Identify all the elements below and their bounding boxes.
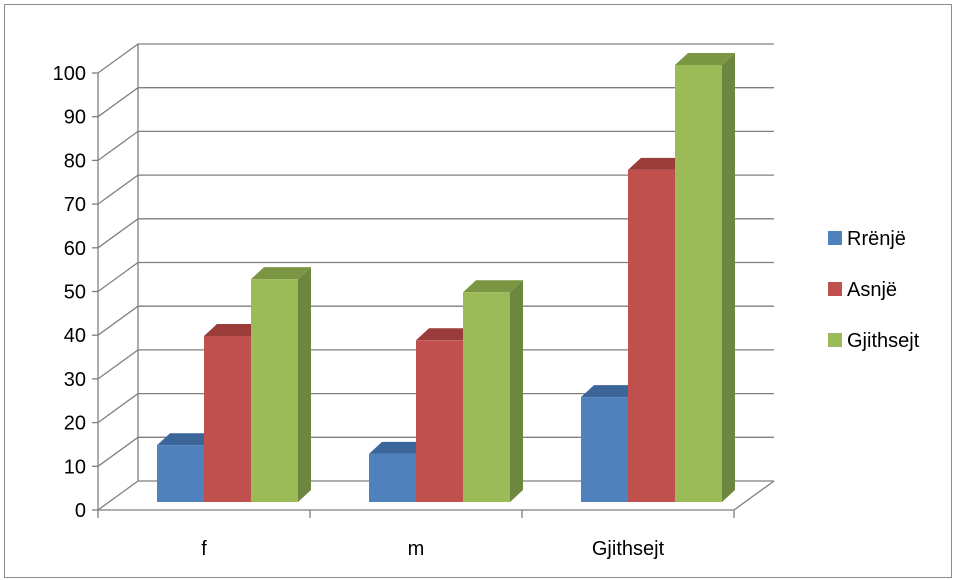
bar-side: [722, 53, 735, 502]
bar-front: [416, 340, 463, 502]
bar-front: [675, 65, 722, 502]
y-tick-label-70: 70: [64, 194, 86, 216]
x-tick-label-Gjithsejt: Gjithsejt: [592, 538, 665, 560]
bar-f-Gjithsejt: [251, 267, 311, 502]
bar-side: [298, 267, 311, 502]
legend: Rrënjë Asnjë Gjithsejt: [828, 228, 920, 352]
legend-label-Gjithsejt: Gjithsejt: [847, 330, 920, 352]
bar-front: [369, 453, 416, 502]
legend-label-Asnjë: Asnjë: [847, 279, 897, 301]
bar-front: [157, 445, 204, 502]
bar-top: [204, 323, 264, 336]
x-tick-label-f: f: [201, 538, 207, 560]
bar-side: [510, 280, 523, 502]
y-tick-label-30: 30: [64, 369, 86, 391]
floor-right-edge: [733, 480, 775, 511]
y-tick-labels: 0 10 20 30 40 50 60 70 80 90 100: [53, 63, 86, 522]
bar-top: [581, 385, 641, 398]
bar-top: [628, 157, 688, 170]
y-tick-label-100: 100: [53, 63, 86, 85]
gridlines: [97, 43, 774, 511]
bar-m-Gjithsejt: [463, 280, 523, 502]
y-tick-label-0: 0: [75, 500, 86, 522]
axes: [92, 72, 775, 518]
y-tick-label-40: 40: [64, 325, 86, 347]
legend-swatch-Gjithsejt: [828, 333, 842, 347]
x-tick-labels: f m Gjithsejt: [201, 538, 664, 560]
bar-front: [628, 169, 675, 502]
y-tick-label-80: 80: [64, 150, 86, 172]
bar-top: [157, 433, 217, 446]
bar-top: [463, 280, 523, 293]
y-tick-label-50: 50: [64, 282, 86, 304]
bar-front: [251, 279, 298, 502]
bar-front: [204, 335, 251, 502]
bar-top: [369, 441, 429, 454]
bar-Gjithsejt-Gjithsejt: [675, 53, 735, 502]
y-tick-label-20: 20: [64, 413, 86, 435]
bar-top: [675, 53, 735, 65]
y-tick-label-10: 10: [64, 456, 86, 478]
y-tick-label-60: 60: [64, 238, 86, 260]
x-tick-label-m: m: [408, 538, 425, 560]
bar-top: [251, 267, 311, 280]
bar-front: [581, 397, 628, 502]
bar-front: [463, 292, 510, 502]
legend-swatch-Rrënjë: [828, 231, 842, 245]
legend-swatch-Asnjë: [828, 282, 842, 296]
bar-top: [416, 328, 476, 341]
bars: [157, 53, 735, 502]
y-tick-label-90: 90: [64, 107, 86, 129]
legend-label-Rrënjë: Rrënjë: [847, 228, 906, 250]
